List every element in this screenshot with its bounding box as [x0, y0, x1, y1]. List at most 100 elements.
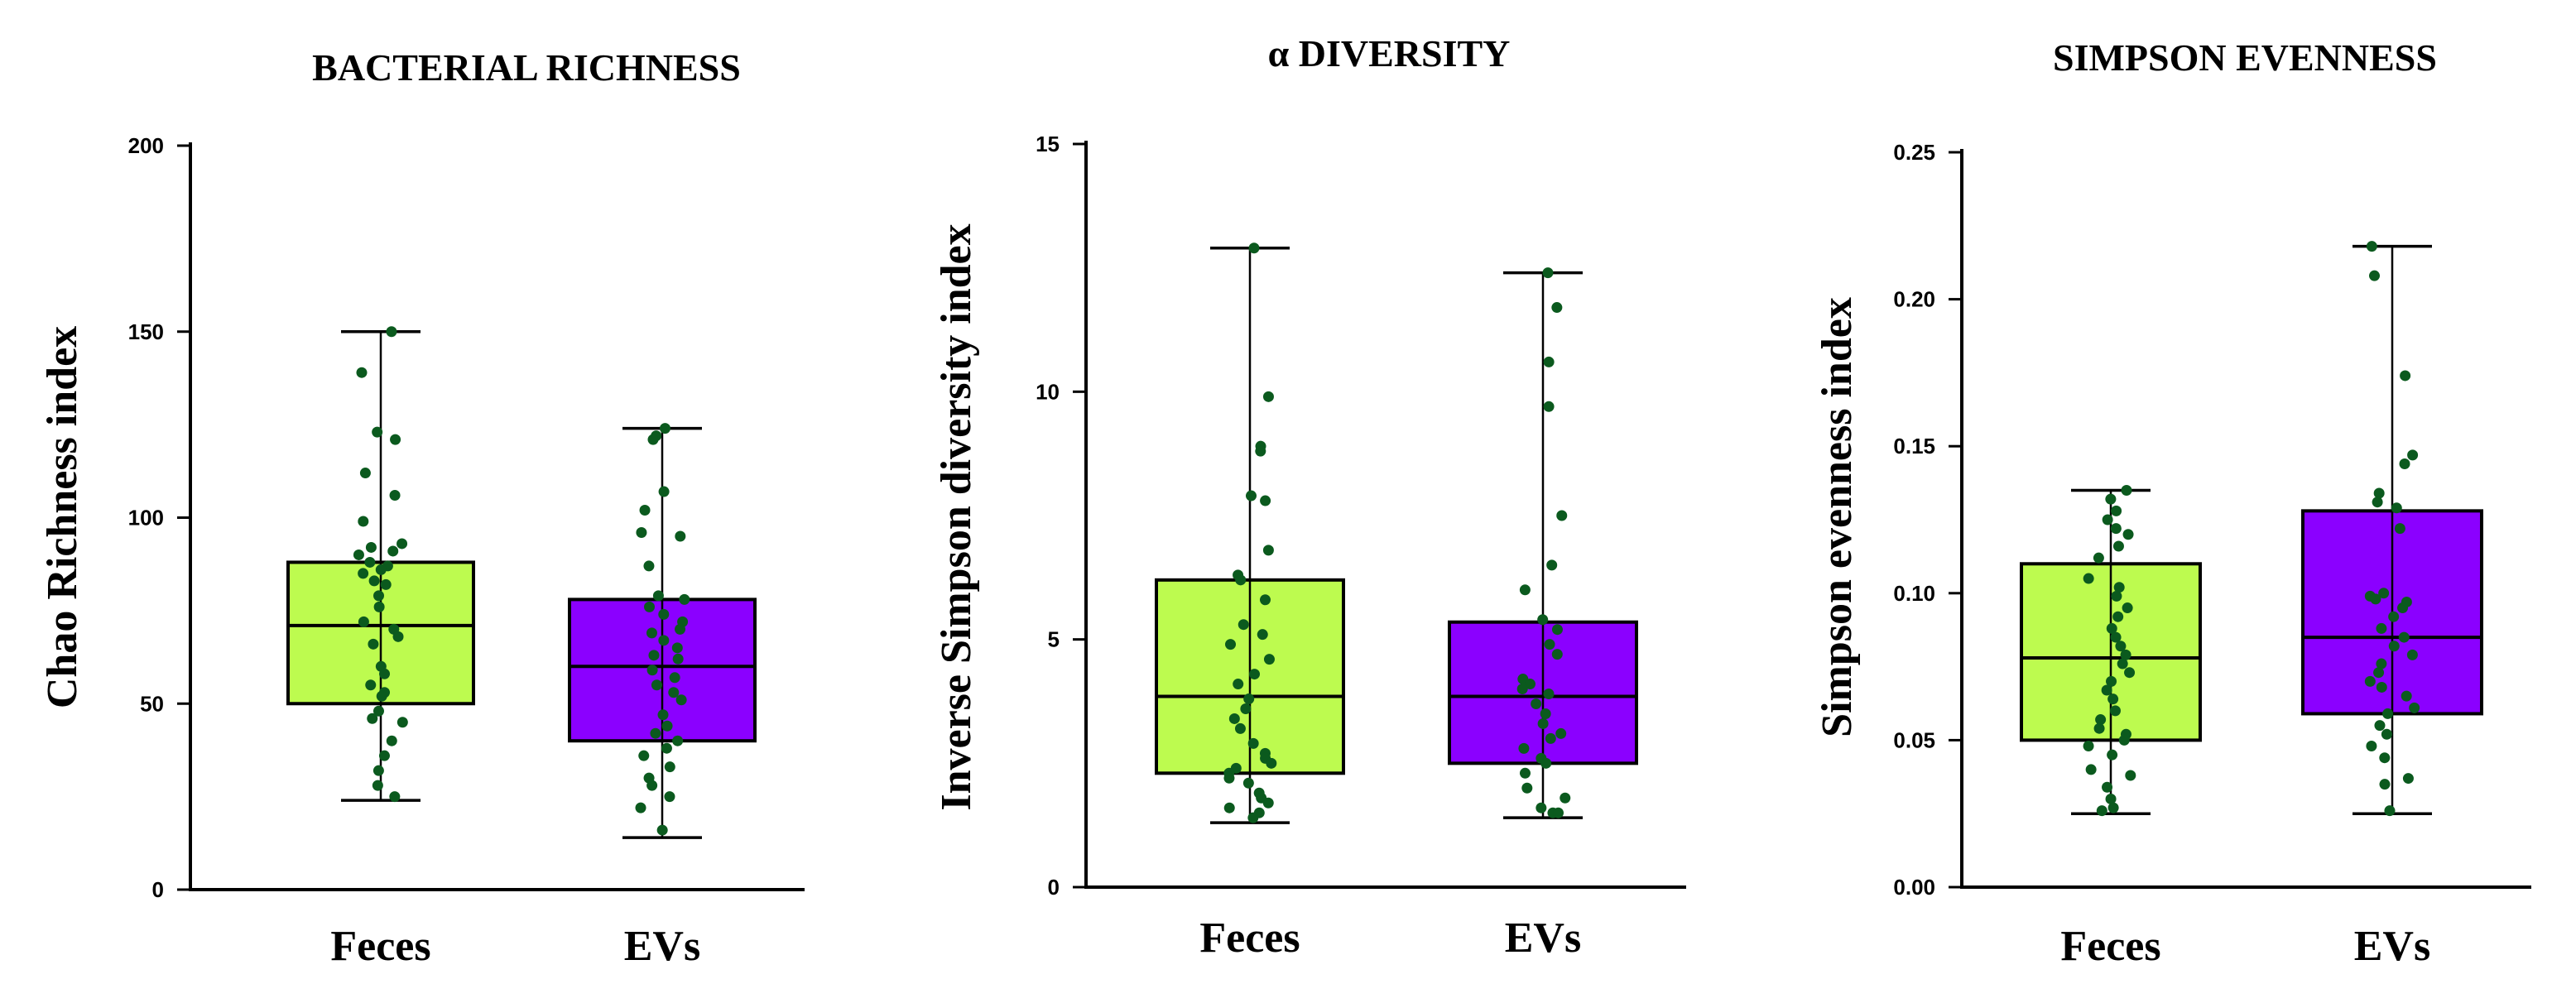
- data-point: [636, 526, 647, 538]
- data-point: [1545, 732, 1556, 744]
- data-point: [2124, 667, 2136, 679]
- data-point: [2376, 622, 2387, 634]
- data-point: [2372, 497, 2383, 508]
- data-point: [646, 627, 657, 639]
- data-point: [2117, 658, 2128, 669]
- data-point: [2105, 493, 2117, 505]
- data-point: [671, 642, 683, 654]
- data-point: [356, 367, 368, 378]
- data-point: [661, 742, 672, 754]
- data-point: [1531, 698, 1542, 709]
- data-point: [1242, 777, 1254, 789]
- data-point: [638, 750, 650, 761]
- data-point: [389, 791, 401, 803]
- data-point: [2378, 588, 2390, 599]
- data-point: [396, 717, 408, 728]
- data-point: [2112, 540, 2124, 552]
- data-point: [2401, 690, 2412, 702]
- data-point: [353, 549, 364, 560]
- y-axis-label: Simpson evenness index: [1814, 297, 1861, 737]
- x-category-label: Feces: [2060, 923, 2160, 970]
- data-point: [1540, 708, 1551, 719]
- x-category-label: Feces: [330, 923, 430, 970]
- data-point: [643, 560, 655, 572]
- data-point: [2109, 705, 2121, 717]
- data-point: [672, 735, 684, 746]
- data-point: [2366, 241, 2377, 252]
- data-point: [2107, 749, 2118, 761]
- data-point: [2373, 667, 2385, 679]
- data-point: [1543, 401, 1555, 412]
- data-point: [389, 490, 401, 502]
- data-point: [1536, 802, 1547, 813]
- data-point: [358, 516, 369, 527]
- data-point: [2388, 611, 2400, 622]
- data-point: [1537, 614, 1549, 626]
- box-feces: Feces: [286, 326, 475, 970]
- data-point: [2391, 502, 2402, 514]
- data-point: [378, 750, 390, 761]
- data-point: [1255, 445, 1266, 457]
- data-point: [2111, 590, 2122, 602]
- data-point: [2110, 523, 2122, 535]
- data-point: [1262, 545, 1274, 556]
- y-axis-label: Inverse Simpson diversity index: [933, 223, 980, 810]
- data-point: [358, 616, 369, 627]
- data-point: [1243, 693, 1255, 705]
- data-point: [1234, 722, 1246, 734]
- data-point: [1223, 772, 1235, 784]
- data-point: [358, 568, 369, 579]
- data-point: [648, 650, 660, 661]
- data-point: [372, 765, 384, 776]
- data-point: [359, 468, 371, 479]
- box-feces: Feces: [2020, 484, 2202, 970]
- data-point: [2382, 708, 2394, 719]
- data-point: [2374, 720, 2386, 732]
- data-point: [658, 635, 670, 646]
- box-evs: EVs: [1448, 267, 1638, 962]
- data-point: [1543, 689, 1555, 700]
- data-point: [679, 593, 690, 605]
- data-point: [1233, 679, 1244, 690]
- data-point: [367, 713, 378, 724]
- y-tick-label: 0: [152, 877, 164, 902]
- y-tick-label: 200: [128, 133, 164, 158]
- data-point: [2407, 449, 2419, 461]
- box-evs: EVs: [2301, 241, 2483, 970]
- data-point: [656, 824, 668, 836]
- data-point: [646, 780, 658, 791]
- data-point: [2122, 529, 2134, 540]
- data-point: [2366, 741, 2377, 752]
- data-point: [1516, 684, 1528, 695]
- data-point: [651, 679, 662, 691]
- box-evs: EVs: [568, 423, 757, 970]
- data-point: [1551, 649, 1563, 660]
- data-point: [2110, 631, 2122, 643]
- data-point: [2105, 793, 2117, 804]
- box-feces: Feces: [1155, 242, 1345, 962]
- data-point: [2101, 684, 2112, 696]
- chart-title: α DIVERSITY: [1268, 32, 1511, 74]
- data-point: [1537, 717, 1549, 729]
- data-point: [2381, 728, 2392, 740]
- data-point: [375, 564, 387, 575]
- data-point: [635, 802, 646, 813]
- data-point: [658, 608, 670, 620]
- data-point: [372, 780, 383, 791]
- data-point: [372, 705, 384, 717]
- data-point: [1542, 267, 1554, 279]
- data-point: [365, 541, 377, 553]
- data-point: [2107, 802, 2119, 813]
- data-point: [2106, 622, 2117, 634]
- data-point: [1521, 782, 1533, 794]
- data-point: [1519, 767, 1531, 779]
- data-point: [2399, 458, 2410, 470]
- chart-panel-2: α DIVERSITY Inverse Simpson diversity ind…: [933, 32, 1686, 962]
- y-tick-label: 0: [1048, 875, 1060, 900]
- chart-panel-1: BACTERIAL RICHNESS Chao Richness index 0 50…: [39, 46, 805, 970]
- data-point: [364, 556, 376, 568]
- data-point: [2379, 752, 2391, 764]
- data-point: [1228, 713, 1240, 724]
- data-point: [1543, 356, 1555, 367]
